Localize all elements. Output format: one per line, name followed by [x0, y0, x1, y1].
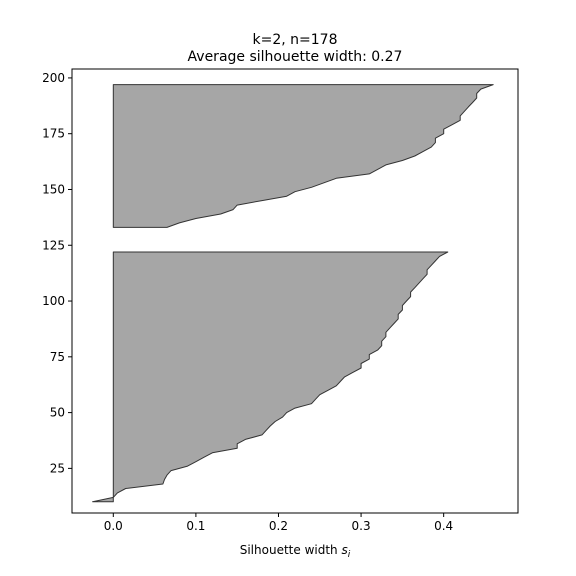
cluster-2-silhouette — [112, 84, 494, 228]
x-tick-label: 0.2 — [269, 519, 288, 533]
x-tick-label: 0.4 — [434, 519, 453, 533]
cluster-layer — [92, 84, 494, 503]
y-tick-label: 75 — [50, 350, 65, 364]
x-tick-label: 0.1 — [186, 519, 205, 533]
y-tick-label: 50 — [50, 406, 65, 420]
cluster-1-silhouette — [92, 251, 449, 503]
chart-title-line2: Average silhouette width: 0.27 — [188, 49, 403, 65]
y-tick-label: 125 — [42, 238, 65, 252]
x-axis-ticks: 0.0 0.1 0.2 0.3 0.4 — [104, 513, 453, 533]
x-tick-label: 0.0 — [104, 519, 123, 533]
plot-frame — [71, 68, 519, 514]
y-axis-ticks: 25 50 75 100 125 150 175 200 — [42, 71, 72, 475]
y-tick-label: 200 — [42, 71, 65, 85]
y-tick-label: 175 — [42, 127, 65, 141]
x-axis-label: Silhouette width si — [240, 543, 351, 560]
y-tick-label: 100 — [42, 294, 65, 308]
x-axis-label-text: Silhouette width — [240, 543, 338, 557]
chart-title-line1: k=2, n=178 — [253, 32, 338, 48]
y-tick-label: 25 — [50, 461, 65, 475]
x-axis-label-sub: i — [348, 550, 351, 560]
y-tick-label: 150 — [42, 182, 65, 196]
x-axis-label-var: s — [341, 543, 347, 557]
x-tick-label: 0.3 — [352, 519, 371, 533]
